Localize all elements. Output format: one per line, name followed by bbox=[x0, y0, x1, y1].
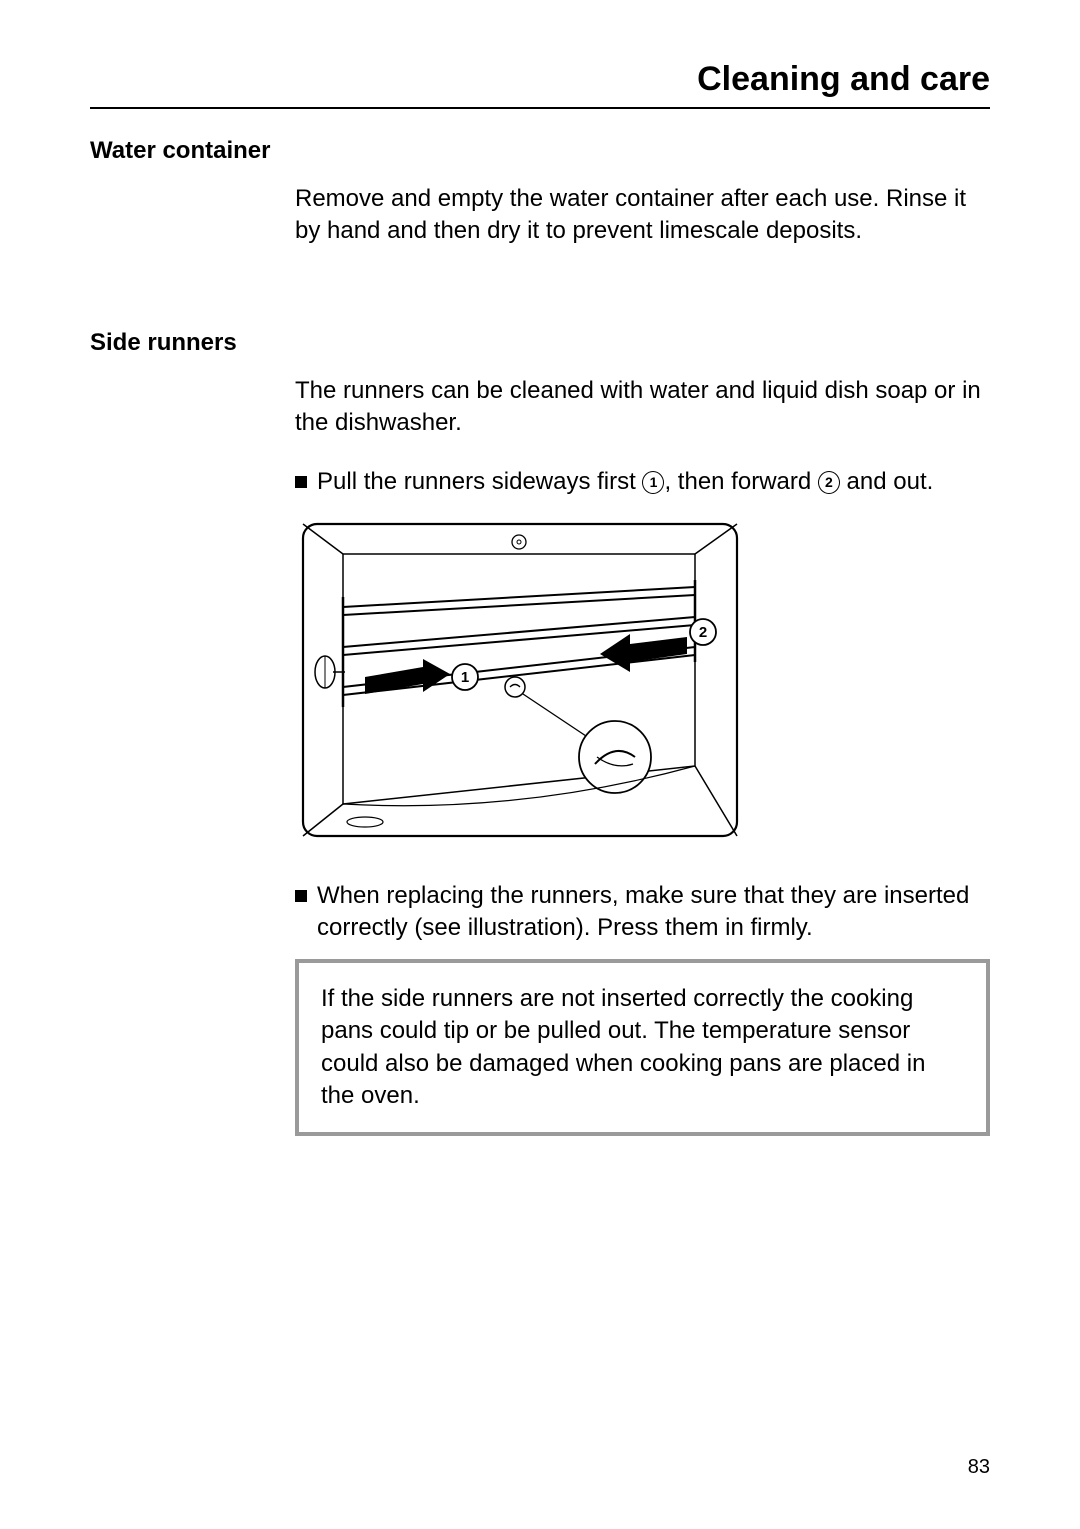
text-frag: and out. bbox=[840, 468, 933, 495]
section-body: The runners can be cleaned with water an… bbox=[295, 375, 990, 498]
chapter-title: Cleaning and care bbox=[90, 60, 990, 99]
spacer bbox=[90, 274, 990, 329]
figure-oven-runners: 1 2 bbox=[295, 512, 990, 852]
svg-text:2: 2 bbox=[699, 624, 707, 641]
paragraph: The runners can be cleaned with water an… bbox=[295, 375, 990, 440]
section-body: When replacing the runners, make sure th… bbox=[295, 880, 990, 945]
section-water-container: Water container Remove and empty the wat… bbox=[90, 137, 990, 248]
bullet-item: Pull the runners sideways first 1, then … bbox=[295, 466, 990, 498]
title-rule bbox=[90, 107, 990, 109]
section-heading: Water container bbox=[90, 137, 990, 165]
section-heading: Side runners bbox=[90, 329, 990, 357]
section-side-runners: Side runners The runners can be cleaned … bbox=[90, 329, 990, 1137]
manual-page: Cleaning and care Water container Remove… bbox=[0, 0, 1080, 1529]
bullet-square-icon bbox=[295, 476, 307, 488]
svg-text:1: 1 bbox=[461, 669, 469, 686]
text-frag: , then forward bbox=[664, 468, 817, 495]
bullet-square-icon bbox=[295, 890, 307, 902]
step-label-1: 1 bbox=[642, 471, 664, 494]
section-body: Remove and empty the water container aft… bbox=[295, 183, 990, 248]
page-number: 83 bbox=[968, 1456, 990, 1479]
bullet-text: Pull the runners sideways first 1, then … bbox=[317, 466, 990, 498]
oven-diagram-svg: 1 2 bbox=[295, 512, 765, 852]
bullet-text: When replacing the runners, make sure th… bbox=[317, 880, 990, 945]
paragraph: Remove and empty the water container aft… bbox=[295, 183, 990, 248]
caution-note: If the side runners are not inserted cor… bbox=[295, 959, 990, 1137]
text-frag: Pull the runners sideways first bbox=[317, 468, 642, 495]
step-label-2: 2 bbox=[818, 471, 840, 494]
bullet-item: When replacing the runners, make sure th… bbox=[295, 880, 990, 945]
